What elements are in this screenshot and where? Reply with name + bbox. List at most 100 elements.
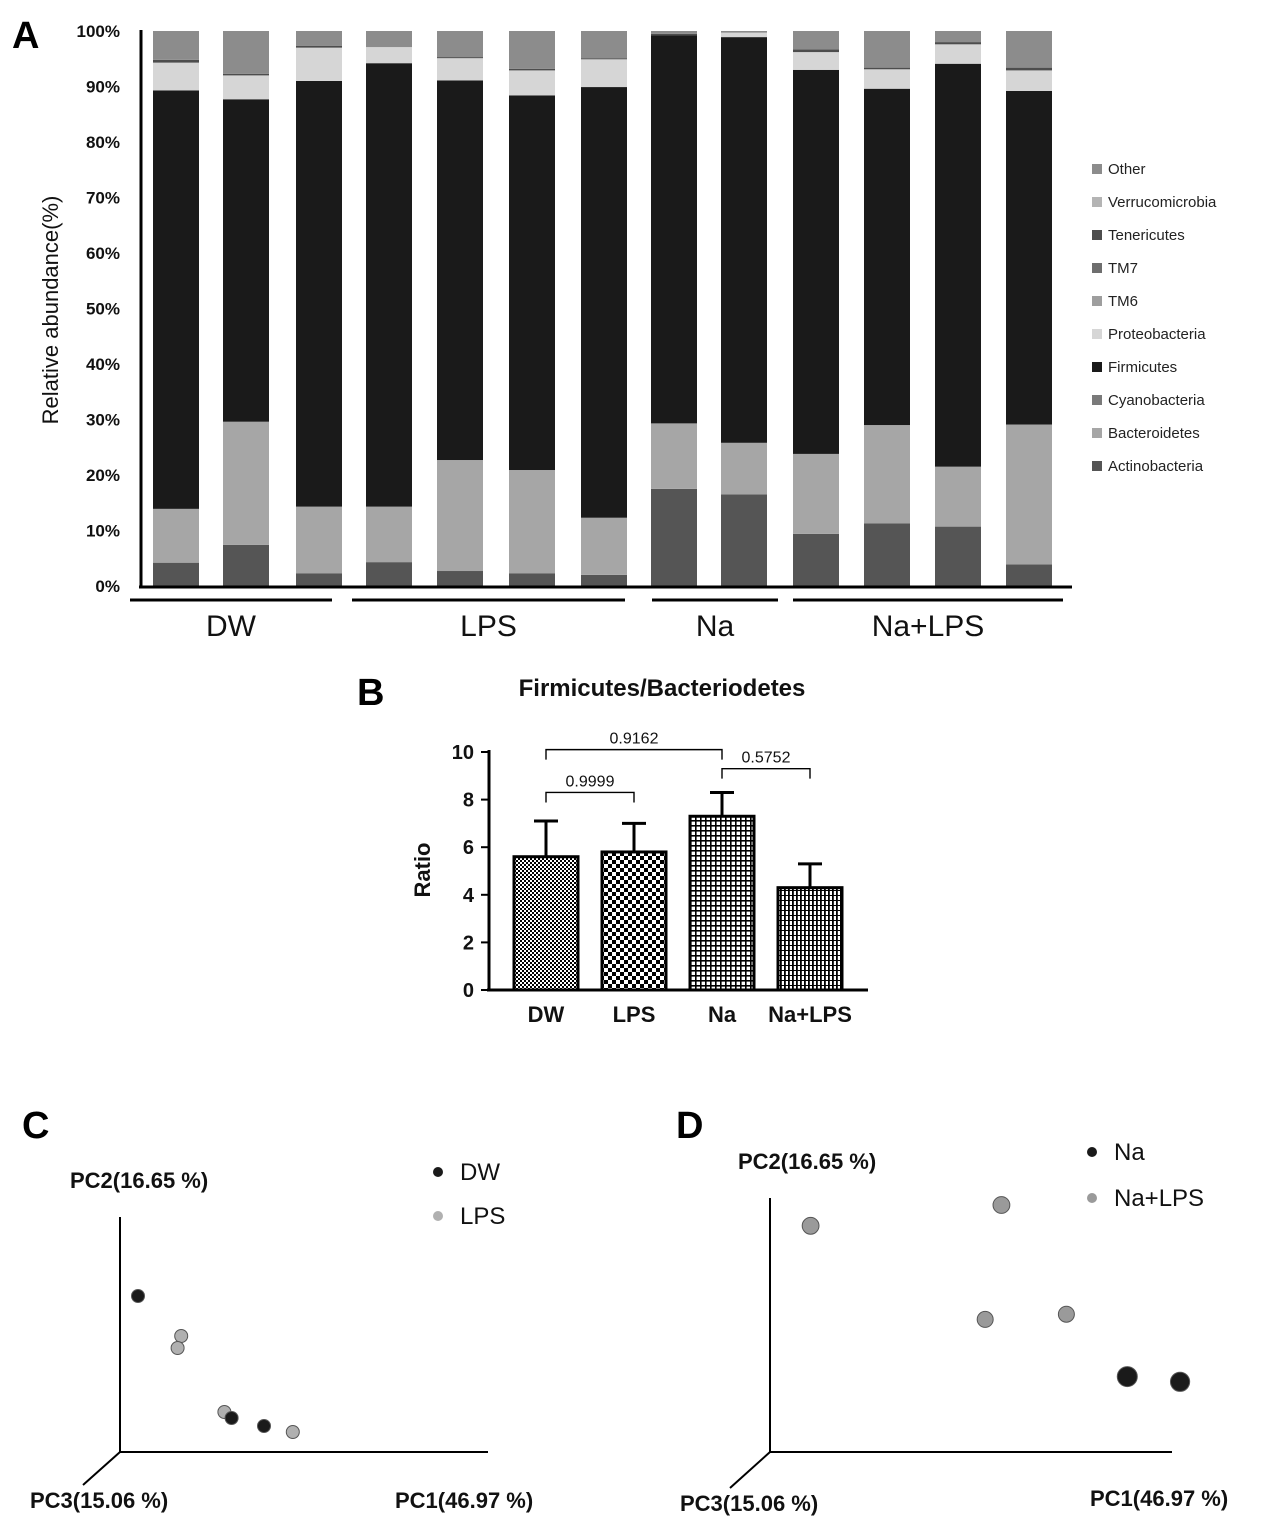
chart-a-legend-swatch — [1092, 230, 1102, 240]
chart-a-bar-segment — [296, 80, 342, 507]
chart-a-bar-segment — [935, 44, 981, 64]
chart-a-y-tick: 70% — [86, 189, 120, 208]
chart-a-bar-segment — [366, 47, 412, 64]
chart-a-bar-segment — [793, 453, 839, 534]
chart-b-x-tick: Na — [708, 1002, 737, 1027]
chart-a-bar-segment — [721, 37, 767, 443]
chart-a-bar-segment — [366, 506, 412, 563]
chart-a-bar-segment — [223, 99, 269, 422]
chart-b-bar — [600, 850, 668, 992]
chart-a-legend: Other Verrucomicrobia Tenericutes TM7 TM6 Pro… — [1092, 161, 1217, 475]
chart-b-y-ticks: 0 2 4 6 8 10 — [452, 742, 489, 1002]
chart-b-y-tick: 10 — [452, 742, 474, 764]
chart-point-dw — [257, 1419, 271, 1433]
chart-a-bar-segment — [509, 70, 555, 96]
chart-a-bar-segment — [721, 494, 767, 586]
chart-a-bar-segment — [153, 562, 199, 586]
chart-a-group-label: DW — [206, 610, 257, 643]
chart-a-y-ticks: 0% 10% 20% 30% 40% 50% 60% 70% 80% 90% 100% — [77, 22, 120, 596]
chart-c-pc3-label: PC3(15.06 %) — [30, 1488, 168, 1513]
chart-b-y-tick: 6 — [463, 837, 474, 859]
chart-a-bar-segment — [935, 42, 981, 45]
chart-b-y-tick: 4 — [463, 885, 475, 907]
chart-a-legend-label: Verrucomicrobia — [1108, 194, 1217, 211]
chart-b-bar — [776, 886, 844, 992]
chart-c-pc2-label: PC2(16.65 %) — [70, 1168, 208, 1193]
chart-a-bar-segment — [437, 58, 483, 81]
chart-b-comparison-bracket — [721, 767, 811, 779]
chart-a-bar-segment — [793, 69, 839, 454]
chart-a-bar-segment — [437, 57, 483, 59]
chart-a-bar-segment — [223, 75, 269, 100]
chart-a-bar-segment — [509, 470, 555, 574]
chart-a-legend-swatch — [1092, 197, 1102, 207]
chart-a-bar-segment — [721, 442, 767, 495]
chart-d-pc1-label: PC1(46.97 %) — [1090, 1486, 1228, 1511]
chart-a-bar-segment — [935, 63, 981, 467]
chart-legend-marker — [433, 1167, 443, 1177]
chart-d-points — [801, 1196, 1191, 1392]
chart-point-nalps — [801, 1216, 820, 1235]
chart-a-bar-segment — [935, 466, 981, 527]
chart-a-legend-swatch — [1092, 428, 1102, 438]
chart-a-y-tick: 10% — [86, 522, 120, 541]
chart-a-bar-segment — [935, 31, 981, 43]
chart-b-bars — [512, 790, 844, 992]
chart-a-bar-segment — [153, 31, 199, 60]
chart-d-pc3-axis — [729, 1451, 771, 1489]
chart-c-points — [131, 1289, 300, 1439]
chart-d-pc3-label: PC3(15.06 %) — [680, 1491, 818, 1516]
stacked-bar-chart-a: Relative abundance(%) 0% 10% 20% 30% 40% 50% 6… — [38, 22, 1217, 643]
chart-point-lps — [174, 1329, 189, 1343]
chart-point-lps — [285, 1425, 300, 1439]
chart-a-legend-label: Bacteroidetes — [1108, 425, 1200, 442]
chart-a-bar-segment — [651, 31, 697, 34]
chart-c-legend: DW LPS — [433, 1159, 505, 1230]
chart-a-legend-label: Tenericutes — [1108, 227, 1185, 244]
chart-a-bar-segment — [437, 460, 483, 572]
chart-a-legend-swatch — [1092, 296, 1102, 306]
chart-b-comparison-bracket — [545, 791, 635, 803]
chart-a-legend-label: Firmicutes — [1108, 359, 1177, 376]
pcoa-plot-c: PC2(16.65 %) PC1(46.97 %) PC3(15.06 %) D… — [30, 1159, 533, 1513]
panel-label-d: D — [676, 1105, 703, 1147]
chart-point-dw — [131, 1289, 145, 1303]
chart-a-bar-segment — [437, 571, 483, 586]
chart-a-bar-segment — [793, 31, 839, 50]
chart-a-bar-segment — [223, 421, 269, 545]
chart-a-bar-segment — [864, 523, 910, 586]
chart-a-bar-segment — [581, 58, 627, 60]
chart-a-groups: DW LPS Na Na+LPS — [130, 598, 1063, 643]
chart-b-x-ticks: DW LPS Na Na+LPS — [528, 1002, 852, 1027]
chart-a-ylabel: Relative abundance(%) — [38, 196, 63, 425]
panel-label-c: C — [22, 1105, 49, 1147]
chart-a-bar-segment — [366, 63, 412, 507]
chart-a-bar-segment — [793, 49, 839, 53]
chart-a-bar-segment — [651, 33, 697, 36]
bar-chart-b: Firmicutes/Bacteriodetes Ratio 0 2 4 6 8 10 D… — [410, 675, 868, 1027]
chart-a-legend-swatch — [1092, 395, 1102, 405]
chart-b-y-tick: 2 — [463, 932, 474, 954]
chart-b-x-tick: DW — [528, 1002, 565, 1027]
chart-a-y-tick: 40% — [86, 355, 120, 374]
chart-a-bar-segment — [223, 544, 269, 586]
chart-c-pc3-axis — [82, 1451, 121, 1486]
chart-a-bar-segment — [864, 31, 910, 68]
chart-point-na — [1116, 1366, 1138, 1388]
chart-a-bar-segment — [153, 90, 199, 509]
chart-a-bar-segment — [721, 31, 767, 33]
chart-d-legend: Na Na+LPS — [1087, 1139, 1204, 1212]
chart-a-legend-swatch — [1092, 329, 1102, 339]
chart-a-legend-label: Other — [1108, 161, 1146, 178]
chart-a-legend-label: TM6 — [1108, 293, 1138, 310]
chart-a-bar-segment — [721, 32, 767, 38]
chart-legend-label: Na+LPS — [1114, 1185, 1204, 1212]
chart-a-legend-swatch — [1092, 461, 1102, 471]
chart-a-group-label: Na — [696, 610, 735, 643]
chart-b-bar — [512, 855, 580, 992]
chart-a-bar-segment — [581, 574, 627, 586]
chart-point-dw — [224, 1411, 239, 1425]
chart-a-bar-segment — [651, 35, 697, 424]
chart-a-bar-segment — [864, 425, 910, 524]
chart-point-nalps — [976, 1310, 994, 1328]
